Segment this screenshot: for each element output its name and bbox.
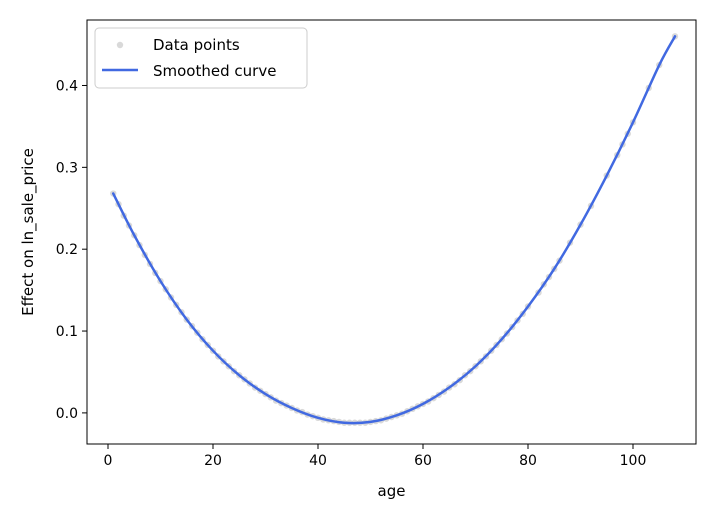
x-tick-label: 0	[104, 453, 113, 469]
legend: Data points Smoothed curve	[94, 27, 308, 89]
x-tick-label: 80	[519, 453, 537, 469]
x-axis-label: age	[378, 482, 406, 500]
axes: 0 20 40 60 80 100 0.0 0.1 0.2 0.3 0.4	[56, 19, 697, 469]
x-tick-label: 60	[414, 453, 432, 469]
y-tick-label: 0.0	[56, 406, 78, 422]
plot-frame	[86, 19, 697, 445]
y-tick-label: 0.3	[56, 160, 78, 176]
y-tick-label: 0.1	[56, 324, 78, 340]
y-tick-label: 0.4	[56, 78, 78, 94]
y-tick-label: 0.2	[56, 242, 78, 258]
smoothed-curve-layer	[112, 35, 677, 425]
x-tick-label: 100	[620, 453, 647, 469]
x-tick-label: 40	[309, 453, 327, 469]
legend-label-data-points: Data points	[153, 36, 240, 54]
x-tick-label: 20	[204, 453, 222, 469]
legend-marker-data-points	[116, 41, 124, 49]
legend-box	[94, 27, 308, 89]
smoothed-curve-line	[112, 35, 677, 425]
legend-label-smoothed-curve: Smoothed curve	[153, 62, 276, 80]
y-axis-label: Effect on ln_sale_price	[19, 148, 38, 316]
